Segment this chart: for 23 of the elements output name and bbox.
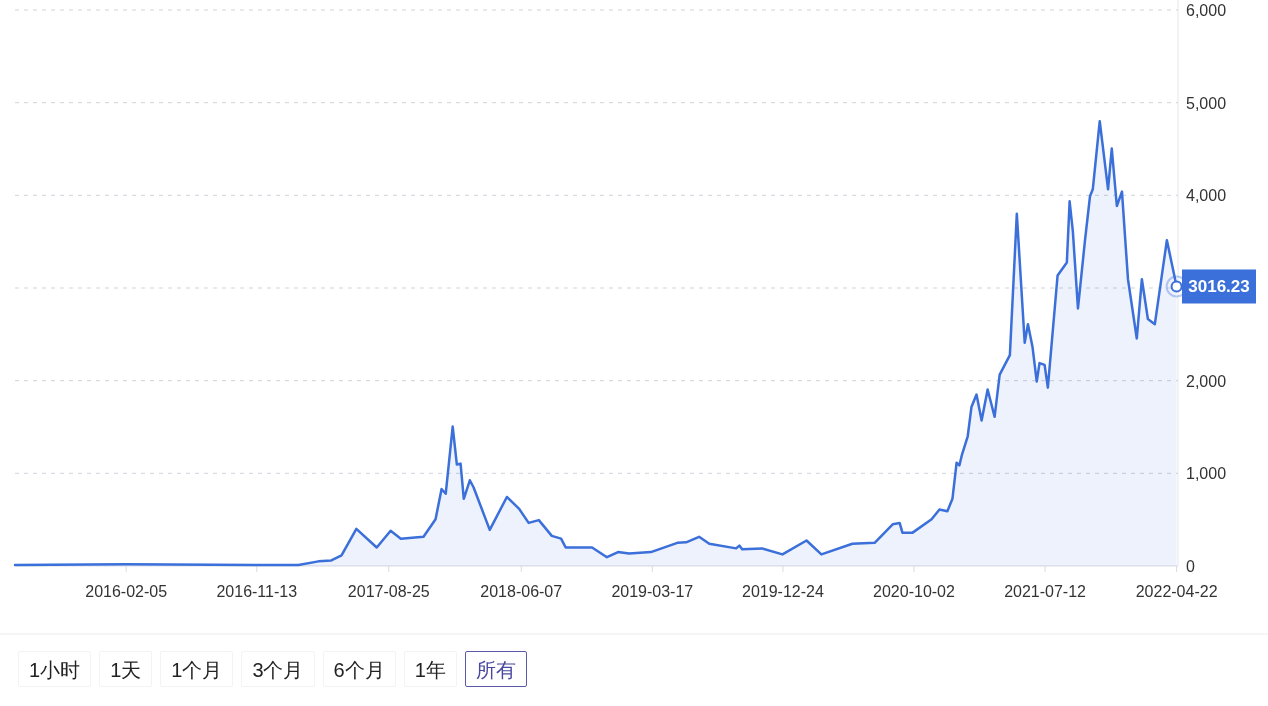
x-tick-label: 2021-07-12: [1004, 583, 1087, 600]
x-tick-label: 2019-12-24: [742, 583, 824, 600]
y-tick-label: 0: [1186, 558, 1195, 575]
y-tick-label: 2,000: [1186, 372, 1227, 390]
y-tick-label: 5,000: [1186, 94, 1227, 112]
text: 1天: [99, 651, 153, 687]
text: 6个月: [322, 651, 396, 687]
x-tick-label: 2020-10-02: [873, 583, 956, 600]
x-tick-label: 2017-08-25: [347, 583, 430, 600]
text: 1小时: [18, 651, 92, 687]
y-tick-label: 1,000: [1186, 465, 1227, 483]
annotation: 3016.23: [1188, 277, 1250, 297]
text: 所有: [464, 651, 527, 687]
x-tick-label: 2016-11-13: [216, 583, 298, 600]
x-tick-label: 2018-06-07: [480, 583, 563, 600]
y-tick-label: 6,000: [1186, 2, 1227, 19]
x-tick-label: 2016-02-05: [85, 583, 168, 600]
x-tick-label: 2022-04-22: [1135, 583, 1218, 600]
x-tick-label: 2019-03-17: [611, 583, 694, 600]
text: 3个月: [241, 651, 315, 687]
y-tick-label: 4,000: [1186, 187, 1227, 205]
text: 1年: [403, 651, 457, 687]
text: 1个月: [160, 651, 234, 687]
